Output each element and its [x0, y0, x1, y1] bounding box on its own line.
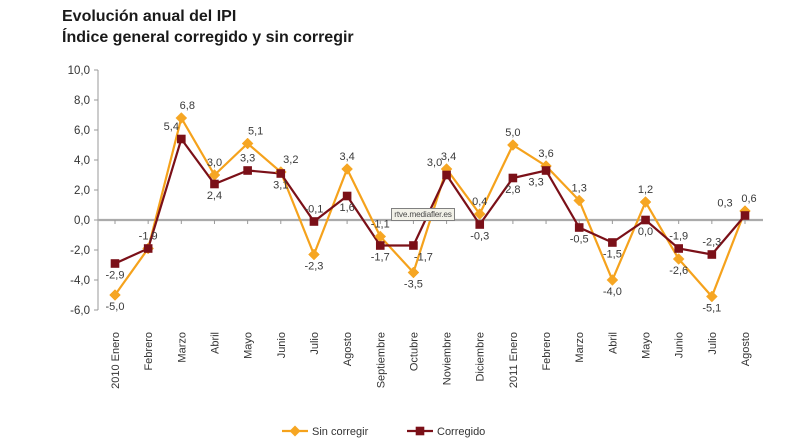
- svg-text:2,0: 2,0: [74, 185, 90, 197]
- svg-text:Sin corregir: Sin corregir: [312, 426, 369, 438]
- svg-text:2010 Enero: 2010 Enero: [110, 332, 122, 389]
- svg-text:Febrero: Febrero: [541, 332, 553, 371]
- svg-text:Marzo: Marzo: [574, 332, 586, 363]
- svg-text:10,0: 10,0: [68, 65, 90, 77]
- svg-text:0,3: 0,3: [717, 198, 732, 210]
- svg-text:8,0: 8,0: [74, 95, 90, 107]
- svg-text:Abril: Abril: [607, 332, 619, 354]
- svg-text:-2,6: -2,6: [669, 265, 688, 277]
- svg-text:-5,1: -5,1: [702, 303, 721, 315]
- svg-text:Abril: Abril: [209, 332, 221, 354]
- svg-text:-1,9: -1,9: [669, 231, 688, 243]
- svg-text:Mayo: Mayo: [243, 332, 255, 359]
- svg-text:Julio: Julio: [309, 332, 321, 355]
- svg-text:0,6: 0,6: [741, 193, 756, 205]
- svg-text:Febrero: Febrero: [143, 332, 155, 371]
- svg-text:Corregido: Corregido: [437, 426, 485, 438]
- svg-text:3,2: 3,2: [283, 154, 298, 166]
- svg-text:-1,7: -1,7: [414, 252, 433, 264]
- svg-text:2,4: 2,4: [207, 190, 222, 202]
- svg-text:-4,0: -4,0: [70, 275, 90, 287]
- svg-text:3,4: 3,4: [339, 151, 354, 163]
- svg-text:4,0: 4,0: [74, 155, 90, 167]
- svg-text:-0,5: -0,5: [570, 234, 589, 246]
- svg-text:Julio: Julio: [707, 332, 719, 355]
- svg-text:6,0: 6,0: [74, 125, 90, 137]
- svg-text:2011 Enero: 2011 Enero: [508, 332, 520, 388]
- svg-text:5,1: 5,1: [248, 126, 263, 138]
- svg-text:Junio: Junio: [674, 332, 686, 358]
- svg-text:Agosto: Agosto: [740, 332, 752, 366]
- svg-text:-2,0: -2,0: [70, 245, 90, 257]
- svg-text:Septiembre: Septiembre: [375, 332, 387, 388]
- svg-text:-1,9: -1,9: [139, 231, 158, 243]
- svg-text:6,8: 6,8: [180, 100, 195, 112]
- svg-text:-1,5: -1,5: [603, 249, 622, 261]
- svg-text:3,1: 3,1: [273, 180, 288, 192]
- svg-text:0,4: 0,4: [472, 196, 487, 208]
- svg-text:Marzo: Marzo: [176, 332, 188, 363]
- svg-text:Noviembre: Noviembre: [442, 332, 454, 385]
- svg-text:-1,1: -1,1: [371, 219, 390, 231]
- svg-text:Agosto: Agosto: [342, 332, 354, 366]
- svg-text:5,4: 5,4: [164, 121, 179, 133]
- svg-text:-3,5: -3,5: [404, 279, 423, 291]
- svg-text:-0,1: -0,1: [304, 204, 323, 216]
- svg-text:-6,0: -6,0: [70, 305, 90, 317]
- svg-text:1,6: 1,6: [339, 202, 354, 214]
- svg-text:3,4: 3,4: [441, 151, 456, 163]
- svg-text:3,0: 3,0: [207, 157, 222, 169]
- svg-text:5,0: 5,0: [505, 127, 520, 139]
- svg-text:0,0: 0,0: [638, 226, 653, 238]
- svg-text:1,3: 1,3: [572, 183, 587, 195]
- svg-text:Octubre: Octubre: [408, 332, 420, 371]
- svg-text:-5,0: -5,0: [106, 301, 125, 313]
- svg-text:2,8: 2,8: [505, 184, 520, 196]
- svg-text:-2,3: -2,3: [304, 261, 323, 273]
- svg-text:3,6: 3,6: [538, 148, 553, 160]
- svg-text:Diciembre: Diciembre: [475, 332, 487, 382]
- svg-text:3,0: 3,0: [427, 157, 442, 169]
- svg-text:Mayo: Mayo: [641, 332, 653, 359]
- svg-text:-1,7: -1,7: [371, 252, 390, 264]
- svg-text:-2,9: -2,9: [106, 270, 125, 282]
- svg-text:Junio: Junio: [276, 332, 288, 358]
- svg-text:-0,3: -0,3: [470, 231, 489, 243]
- svg-text:1,2: 1,2: [638, 184, 653, 196]
- svg-text:-4,0: -4,0: [603, 286, 622, 298]
- svg-text:3,3: 3,3: [528, 177, 543, 189]
- svg-text:-2,3: -2,3: [702, 237, 721, 249]
- svg-text:0,0: 0,0: [74, 215, 90, 227]
- svg-text:3,3: 3,3: [240, 153, 255, 165]
